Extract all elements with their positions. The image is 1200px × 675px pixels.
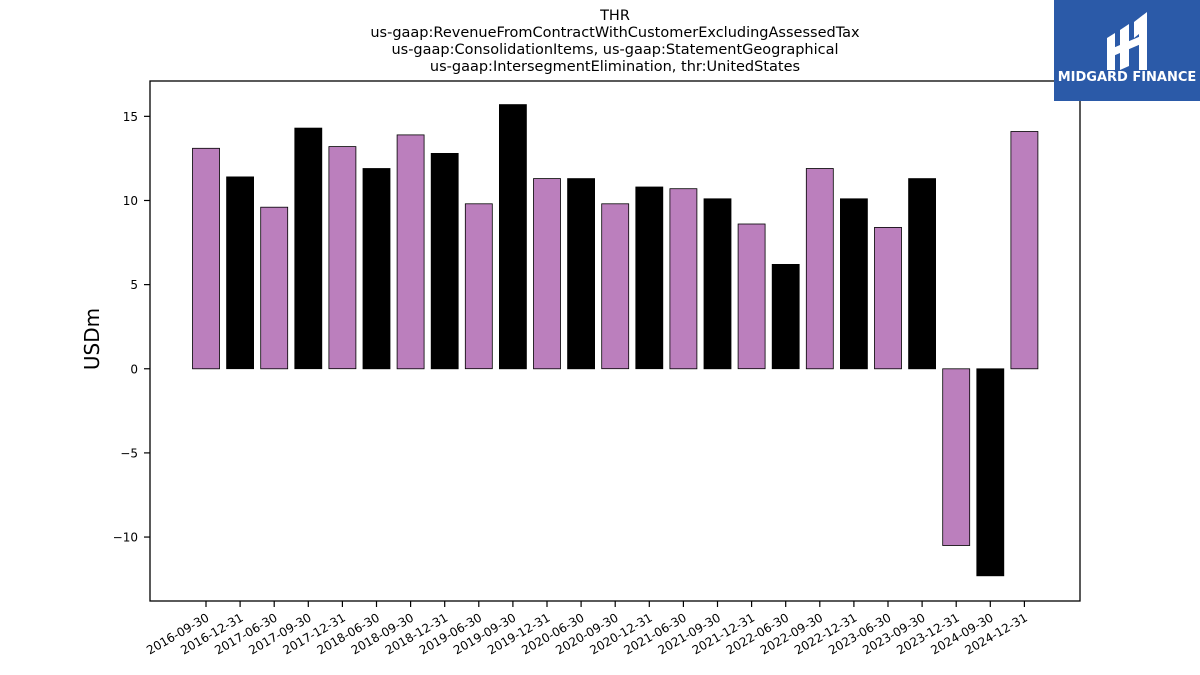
- bar: [976, 368, 1005, 577]
- bar: [294, 127, 323, 370]
- y-tick-label: 5: [130, 278, 138, 292]
- brand-name: MIDGARD FINANCE: [1058, 70, 1197, 85]
- bar: [771, 263, 800, 370]
- bar: [669, 188, 698, 370]
- bar: [498, 104, 527, 370]
- bar: [942, 368, 971, 546]
- brand-logo: MIDGARD FINANCE: [1054, 0, 1200, 101]
- y-tick-label: 15: [123, 110, 138, 124]
- y-tick-label: 0: [130, 362, 138, 376]
- y-axis-label: USDm: [80, 308, 104, 370]
- bar: [840, 198, 868, 370]
- bar: [533, 178, 561, 370]
- bar: [226, 176, 255, 370]
- bar: [192, 147, 220, 370]
- logo-mark-icon: [1107, 12, 1147, 70]
- bars: [192, 104, 1039, 577]
- bar: [362, 168, 391, 370]
- bar: [601, 203, 630, 370]
- title-line: us-gaap:IntersegmentElimination, thr:Uni…: [430, 59, 800, 75]
- y-tick-label: −10: [113, 531, 138, 545]
- y-tick-label: −5: [120, 446, 138, 460]
- bar: [635, 186, 664, 370]
- bar: [703, 198, 732, 370]
- title-line: us-gaap:RevenueFromContractWithCustomerE…: [370, 25, 860, 41]
- y-axis: −10 −5 0 5 10 15: [113, 110, 150, 545]
- bar: [464, 203, 493, 370]
- bar: [396, 134, 425, 370]
- chart-title: THRus-gaap:RevenueFromContractWithCustom…: [370, 8, 860, 75]
- y-tick-label: 10: [123, 194, 138, 208]
- bar: [805, 168, 834, 370]
- bar: [260, 206, 289, 370]
- bar: [908, 178, 936, 370]
- bar: [567, 178, 595, 370]
- bar: [874, 226, 902, 370]
- x-axis: 2016-09-302016-12-312017-06-302017-09-30…: [144, 601, 1030, 657]
- bar: [430, 152, 459, 370]
- bar: [1010, 131, 1039, 370]
- bar: [328, 146, 357, 370]
- title-line: us-gaap:ConsolidationItems, us-gaap:Stat…: [391, 42, 838, 58]
- bar: [737, 223, 766, 370]
- title-line: THR: [599, 8, 630, 24]
